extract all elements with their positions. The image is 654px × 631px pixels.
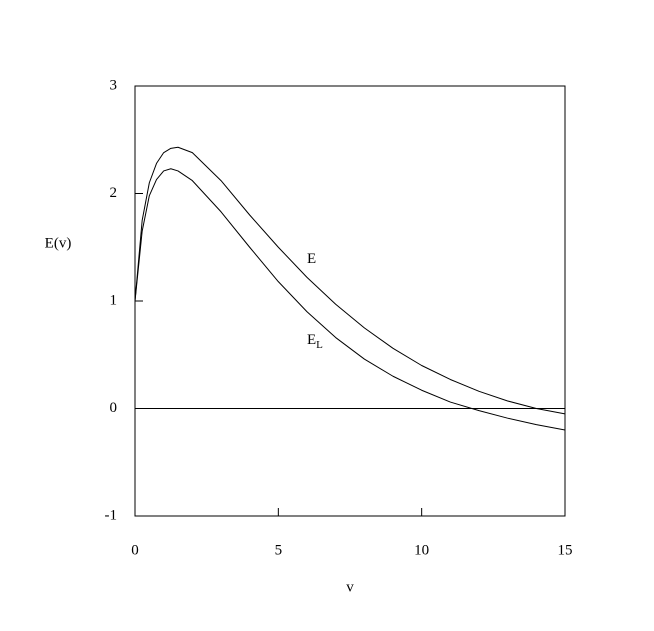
y-tick-label: 1 xyxy=(110,292,118,308)
curve-label: E xyxy=(307,252,316,268)
line-series xyxy=(134,146,566,415)
y-tick-label: -1 xyxy=(105,507,118,523)
x-tick-label: 10 xyxy=(414,542,429,558)
y-tick-label: 2 xyxy=(110,185,118,201)
x-axis-label: v xyxy=(346,579,354,595)
x-tick-label: 0 xyxy=(131,542,139,558)
curve-label-name: E xyxy=(307,332,316,348)
curve-label-name: E xyxy=(307,252,316,268)
y-tick-label: 3 xyxy=(110,77,118,93)
plot-frame xyxy=(134,85,566,517)
y-axis-label: E(v) xyxy=(45,235,72,251)
curve-label-subscript: L xyxy=(316,338,323,350)
y-tick-label: 0 xyxy=(110,400,118,416)
x-tick-label: 15 xyxy=(558,542,573,558)
curve-label: EL xyxy=(307,332,323,350)
line-series xyxy=(134,168,566,431)
x-tick-label: 5 xyxy=(275,542,283,558)
